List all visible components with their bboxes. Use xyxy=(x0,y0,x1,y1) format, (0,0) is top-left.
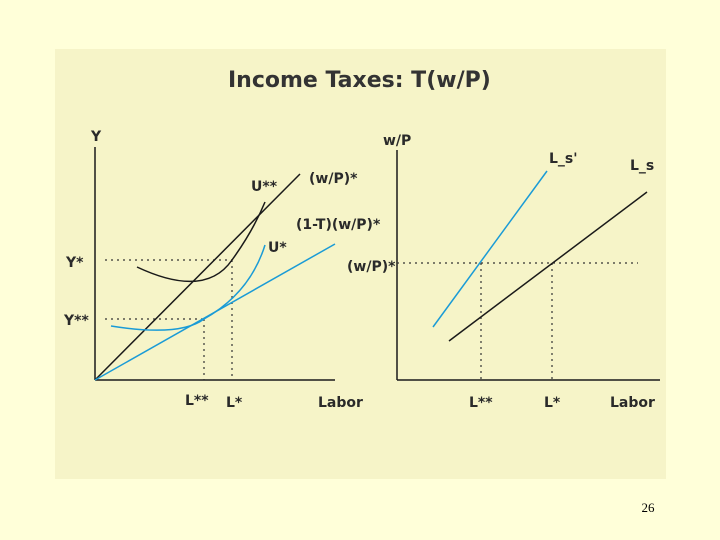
shifted-supply-label: L_s' xyxy=(549,151,578,167)
u-star-label: U* xyxy=(268,240,287,256)
left-y-axis-label: Y xyxy=(90,129,102,145)
y-double-star-label: Y** xyxy=(63,313,89,329)
l-double-star-label: L** xyxy=(185,393,209,409)
pretax-line-label: (w/P)* xyxy=(309,171,358,187)
right-y-axis-label: w/P xyxy=(383,133,411,149)
indifference-curve-u-double-star xyxy=(136,201,266,283)
slide-title: Income Taxes: T(w/P) xyxy=(228,68,491,93)
indifference-curve-u-star xyxy=(110,244,266,331)
diagram-panel: Income Taxes: T(w/P) Y Labor xyxy=(55,49,666,479)
left-x-axis-label: Labor xyxy=(318,395,363,411)
u-double-star-label: U** xyxy=(251,179,278,195)
original-supply-label: L_s xyxy=(630,158,654,174)
aftertax-line-label: (1-T)(w/P)* xyxy=(296,217,381,233)
wage-level-label: (w/P)* xyxy=(347,259,396,275)
original-supply-line xyxy=(448,191,648,342)
labor-supply-diagram: Income Taxes: T(w/P) Y Labor xyxy=(63,68,660,411)
right-l-star-label: L* xyxy=(544,395,561,411)
right-x-axis-label: Labor xyxy=(610,395,655,411)
right-l-double-star-label: L** xyxy=(469,395,493,411)
y-star-label: Y* xyxy=(65,255,84,271)
right-graph: w/P Labor (w/P)* L_s' L_s L** L* xyxy=(347,133,660,411)
pretax-wage-line xyxy=(94,173,301,381)
l-star-label: L* xyxy=(226,395,243,411)
shifted-supply-line xyxy=(432,170,548,328)
page-number: 26 xyxy=(641,500,655,515)
left-graph: Y Labor Y* Y** L** L* U** U* (w/P)* (1-T… xyxy=(63,129,381,411)
